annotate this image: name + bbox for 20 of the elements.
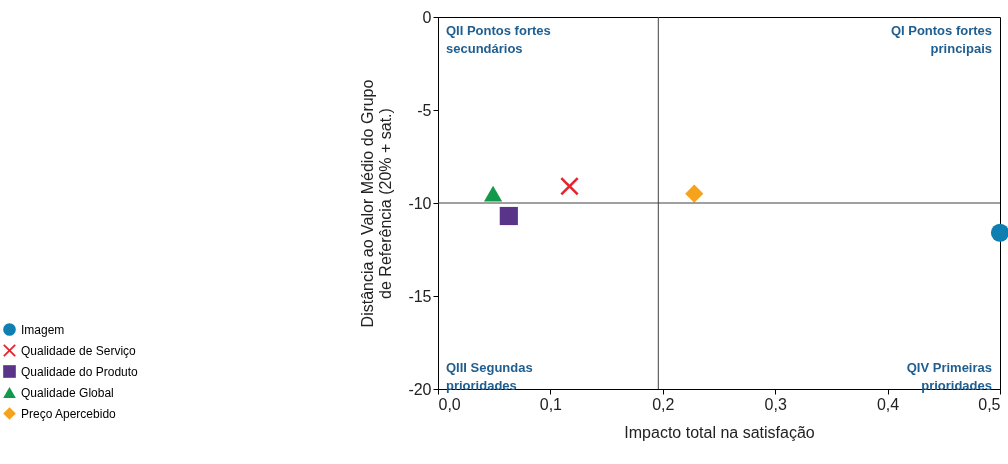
y-tick-label: -10: [408, 194, 432, 212]
x-tick-label: 0,0: [438, 395, 461, 413]
x-tick-label: 0,1: [539, 395, 563, 413]
x-tick-label: 0,4: [876, 395, 900, 413]
y-axis-title: Distância ao Valor Médio do Grupo de Referência (20% + sat.): [359, 79, 395, 328]
legend-label: Qualidade de Serviço: [21, 343, 137, 358]
x-tick-label: 0,3: [764, 395, 787, 413]
legend-label: Qualidade do Produto: [21, 364, 139, 379]
legend-label: Preço Apercebido: [21, 406, 117, 421]
y-tick-label: 0: [422, 8, 432, 26]
legend-label: Imagem: [21, 322, 65, 337]
x-tick-label: 0,2: [652, 395, 675, 413]
y-tick-label: -20: [408, 380, 432, 398]
y-tick-label: -15: [408, 287, 432, 305]
legend-label: Qualidade Global: [21, 385, 114, 400]
x-tick-label: 0,5: [978, 395, 1001, 413]
annotation: QII Pontos fortes secundários: [446, 23, 551, 56]
y-tick-label: -5: [417, 101, 432, 119]
annotation: QI Pontos fortes principais: [890, 23, 992, 56]
x-axis-title: Impacto total na satisfação: [624, 423, 815, 441]
